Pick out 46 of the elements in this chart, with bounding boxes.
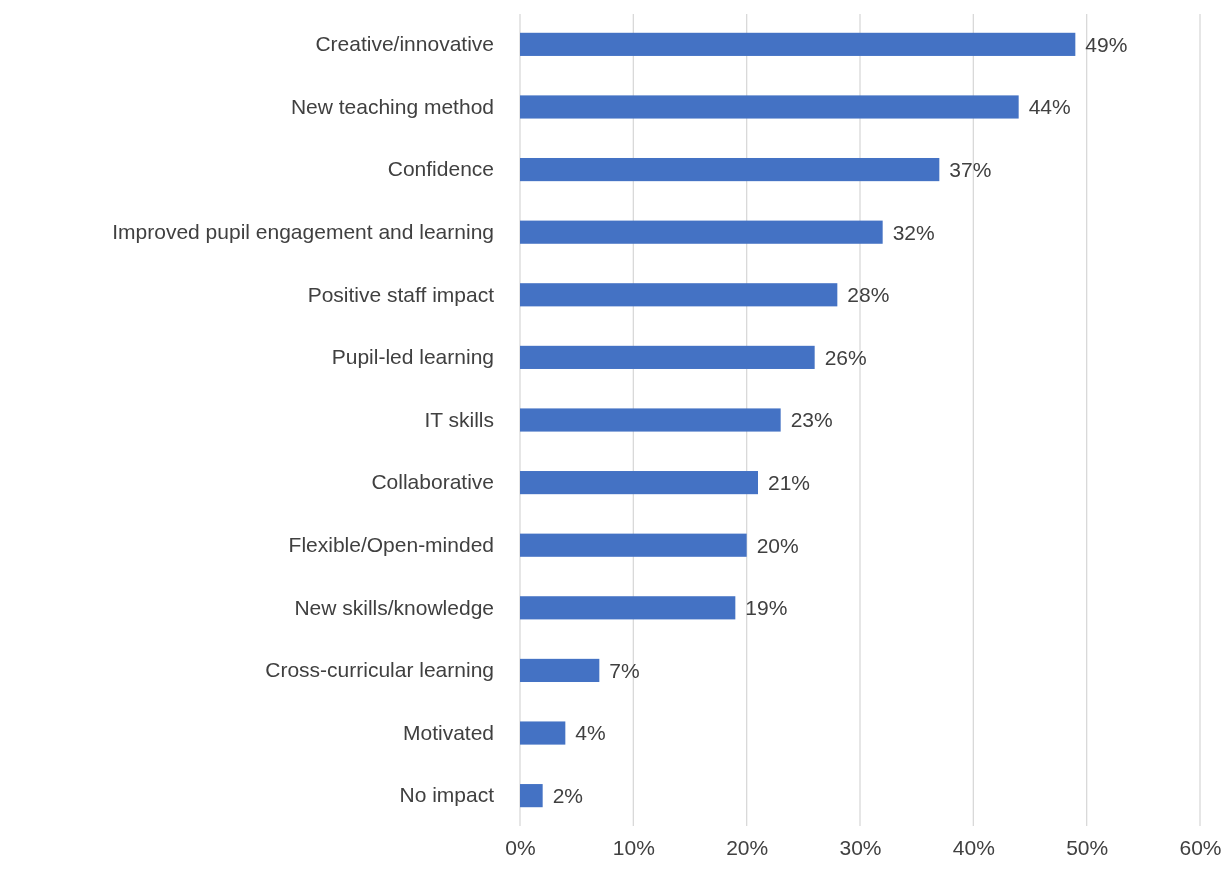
data-label: 19% <box>745 596 788 620</box>
bar <box>520 596 736 620</box>
bar <box>520 157 940 182</box>
data-label: 32% <box>892 220 935 244</box>
bar <box>520 471 758 495</box>
bar <box>520 95 1019 119</box>
x-tick-label: 10% <box>612 835 655 859</box>
y-tick-label: Flexible/Open-minded <box>288 532 494 556</box>
data-label: 4% <box>575 721 606 745</box>
y-tick-label: Pupil-led learning <box>331 345 494 369</box>
x-tick-label: 20% <box>726 835 769 859</box>
data-label: 7% <box>609 658 640 682</box>
x-tick-label: 60% <box>1179 835 1222 859</box>
x-tick-label: 40% <box>952 835 995 859</box>
bar <box>520 784 543 808</box>
bar <box>520 721 566 745</box>
data-label: 20% <box>756 533 799 557</box>
y-tick-label: Motivated <box>402 720 494 744</box>
data-label: 2% <box>552 783 584 807</box>
x-tick-label: 50% <box>1066 835 1109 859</box>
y-tick-label: New skills/knowledge <box>294 595 494 619</box>
data-label: 23% <box>790 408 833 432</box>
y-tick-label: Confidence <box>387 157 494 181</box>
bar <box>520 533 747 557</box>
y-tick-label: Improved pupil engagement and learning <box>112 219 494 243</box>
data-label: 37% <box>949 157 992 181</box>
y-tick-label: No impact <box>399 783 495 807</box>
y-tick-label: Positive staff impact <box>307 282 495 306</box>
bar <box>520 658 600 683</box>
x-tick-label: 0% <box>505 835 536 859</box>
y-tick-label: Creative/innovative <box>315 32 494 56</box>
bar <box>520 408 781 432</box>
y-tick-label: Cross-curricular learning <box>265 658 494 682</box>
bar <box>520 220 883 244</box>
data-label: 21% <box>768 470 811 494</box>
data-label: 28% <box>847 283 890 307</box>
y-tick-label: Collaborative <box>371 470 494 494</box>
y-tick-label: New teaching method <box>290 94 494 118</box>
bar <box>520 345 815 369</box>
x-tick-label: 30% <box>839 835 882 859</box>
data-label: 44% <box>1028 95 1071 119</box>
y-tick-label: IT skills <box>424 407 494 431</box>
data-label: 49% <box>1085 32 1128 56</box>
bar <box>520 32 1076 56</box>
data-label: 26% <box>824 345 867 369</box>
bar <box>520 283 838 307</box>
